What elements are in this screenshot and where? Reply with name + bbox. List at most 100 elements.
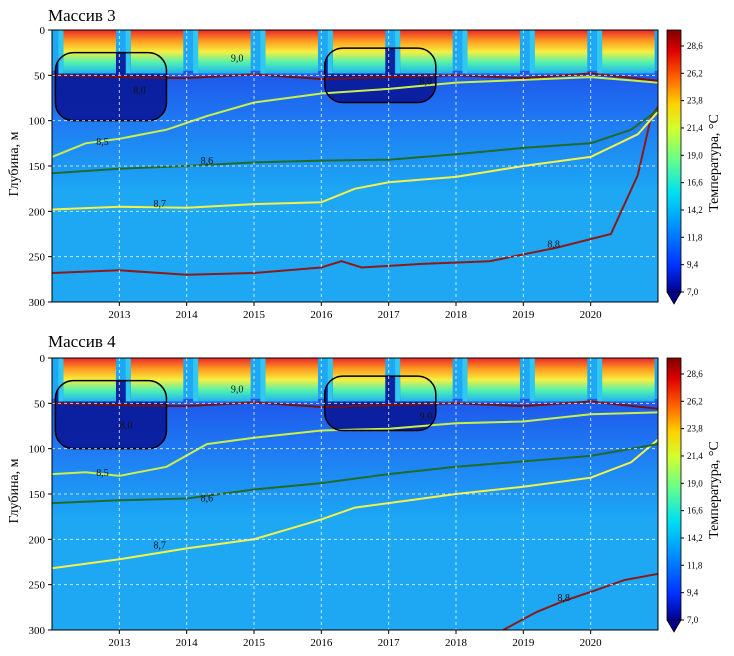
winter-mixing-8 xyxy=(597,358,603,402)
cold-core-outline-0 xyxy=(54,51,168,122)
surface-warm-season-2 xyxy=(198,358,251,402)
colorbar-tick-label: 21,4 xyxy=(687,123,703,133)
colorbar-tick-label: 26,2 xyxy=(687,68,703,78)
x-tick-label: 2019 xyxy=(512,309,535,321)
colorbar-tick-label: 19,0 xyxy=(687,478,703,488)
surface-warm-season-5 xyxy=(400,358,453,402)
isotherm-line-0 xyxy=(502,572,658,630)
y-tick-label: 0 xyxy=(40,25,46,37)
contour-label-0: 8,0 xyxy=(133,85,146,96)
colorbar-tick-label: 16,6 xyxy=(687,178,703,188)
winter-mixing-8 xyxy=(597,30,603,74)
x-tick-label: 2020 xyxy=(580,309,603,321)
x-tick-label: 2015 xyxy=(243,637,266,649)
surface-warm-season-4 xyxy=(332,30,386,74)
colorbar-tick-label: 19,0 xyxy=(687,150,703,160)
colorbar-tick-label: 11,8 xyxy=(687,232,703,242)
y-tick-label: 50 xyxy=(34,70,46,82)
contour-label-0: 8,0 xyxy=(120,421,133,432)
winter-mixing-2 xyxy=(193,30,199,74)
contour-label-1: 8,5 xyxy=(96,468,109,479)
y-tick-label: 0 xyxy=(40,353,46,365)
winter-mixing-7 xyxy=(529,358,535,402)
colorbar-tick-label: 26,2 xyxy=(687,396,703,406)
y-tick-label: 200 xyxy=(29,534,46,546)
surface-warm-season-3 xyxy=(265,358,318,402)
winter-mixing-4 xyxy=(327,358,333,402)
isotherm-line-3 xyxy=(52,76,658,158)
contour-label-6: 9,0 xyxy=(419,412,432,423)
isotherm-line-0 xyxy=(52,106,658,276)
contour-label-3: 8,7 xyxy=(153,199,166,210)
contour-label-1: 8,5 xyxy=(96,137,109,148)
colorbar-tick-label: 16,6 xyxy=(687,506,703,516)
y-tick-label: 100 xyxy=(29,116,46,128)
surface-warm-season-8 xyxy=(602,30,655,74)
winter-mixing-7 xyxy=(529,30,535,74)
contour-label-5: 9,0 xyxy=(231,54,244,65)
x-tick-label: 2013 xyxy=(108,637,131,649)
surface-warm-season-0 xyxy=(63,30,116,74)
y-tick-label: 250 xyxy=(29,580,46,592)
x-tick-label: 2020 xyxy=(580,637,603,649)
colorbar-tick-label: 9,4 xyxy=(687,588,699,598)
contour-label-6: 8,0 xyxy=(419,76,432,87)
surface-warm-season-5 xyxy=(400,30,453,74)
y-tick-label: 100 xyxy=(29,444,46,456)
winter-mixing-5 xyxy=(395,30,401,74)
surface-warm-season-1 xyxy=(130,358,184,402)
contour-label-2: 8,6 xyxy=(201,156,214,167)
y-tick-label: 250 xyxy=(29,252,46,264)
colorbar-tick-label: 28,6 xyxy=(687,41,703,51)
panel-4-title: Массив 4 xyxy=(48,332,116,351)
contour-label-4: 8,8 xyxy=(557,593,570,604)
winter-mixing-6 xyxy=(462,30,468,74)
isotherm-line-1 xyxy=(52,438,658,570)
winter-mixing-1 xyxy=(125,358,131,402)
surface-warm-season-6 xyxy=(467,358,520,402)
y-tick-label: 300 xyxy=(29,297,46,309)
surface-warm-season-6 xyxy=(467,30,520,74)
x-tick-label: 2017 xyxy=(378,637,401,649)
winter-mixing-3 xyxy=(260,30,266,74)
contour-label-3: 8,7 xyxy=(153,540,166,551)
cold-core-outline-0 xyxy=(54,379,168,450)
colorbar-extend-arrow xyxy=(666,291,682,305)
isotherm-line-2 xyxy=(52,108,658,175)
surface-warm-season-0 xyxy=(63,358,116,402)
winter-mixing-2 xyxy=(193,358,199,402)
panel-0-colorbar xyxy=(666,29,682,293)
x-tick-label: 2018 xyxy=(445,309,468,321)
winter-mixing-3 xyxy=(260,358,266,402)
panel-1-colorbar xyxy=(666,357,682,621)
y-tick-label: 300 xyxy=(29,625,46,637)
y-tick-label: 150 xyxy=(29,161,46,173)
x-tick-label: 2018 xyxy=(445,637,468,649)
colorbar-tick-label: 21,4 xyxy=(687,451,703,461)
x-tick-label: 2013 xyxy=(108,309,131,321)
x-tick-label: 2014 xyxy=(176,309,199,321)
contour-label-4: 8,8 xyxy=(547,240,560,251)
surface-warm-season-1 xyxy=(130,30,184,74)
x-tick-label: 2016 xyxy=(310,637,333,649)
colorbar-tick-label: 11,8 xyxy=(687,560,703,570)
surface-warm-season-3 xyxy=(265,30,318,74)
panel-3-title: Массив 3 xyxy=(48,6,116,25)
surface-warm-season-7 xyxy=(534,30,588,74)
x-tick-label: 2015 xyxy=(243,309,266,321)
surface-warm-season-7 xyxy=(534,358,588,402)
colorbar-tick-label: 14,2 xyxy=(687,533,703,543)
winter-mixing-0 xyxy=(58,30,64,74)
panel-0-plot-area: 8,0 8,5 8,6 8,7 8,8 9,0 8,0 xyxy=(52,30,658,302)
x-tick-label: 2014 xyxy=(176,637,199,649)
colorbar-tick-label: 7,0 xyxy=(687,615,699,625)
colorbar-tick-label: 7,0 xyxy=(687,287,699,297)
winter-mixing-4 xyxy=(327,30,333,74)
x-tick-label: 2016 xyxy=(310,309,333,321)
panel-1-plot-area: 8,0 8,5 8,6 8,7 8,8 9,0 9,0 xyxy=(52,358,658,630)
winter-mixing-1 xyxy=(125,30,131,74)
winter-mixing-5 xyxy=(395,358,401,402)
y-tick-label: 200 xyxy=(29,206,46,218)
x-tick-label: 2017 xyxy=(378,309,401,321)
